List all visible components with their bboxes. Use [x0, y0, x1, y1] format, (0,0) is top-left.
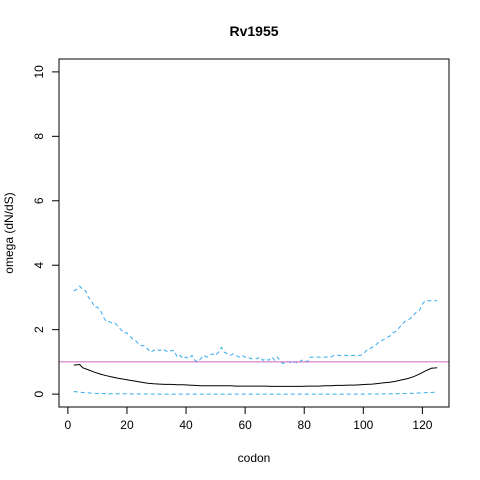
- y-tick-label: 2: [32, 326, 46, 333]
- y-axis-label: omega (dN/dS): [2, 192, 16, 273]
- x-tick-label: 60: [238, 418, 252, 432]
- omega-mean-line: [73, 363, 438, 387]
- x-axis: 0 20 40 60 80 100 120: [65, 407, 433, 432]
- x-tick-label: 40: [179, 418, 193, 432]
- y-tick-label: 10: [32, 65, 46, 79]
- y-tick-label: 6: [32, 197, 46, 204]
- x-tick-label: 100: [353, 418, 373, 432]
- x-axis-label: codon: [238, 451, 271, 465]
- x-tick-label: 0: [65, 418, 72, 432]
- y-tick-label: 0: [32, 390, 46, 397]
- y-tick-label: 8: [32, 133, 46, 140]
- x-tick-label: 120: [412, 418, 432, 432]
- omega-bound-line-1: [73, 285, 438, 365]
- x-tick-label: 20: [120, 418, 134, 432]
- plot-area: [59, 285, 449, 395]
- y-axis: 0 2 4 6 8 10: [32, 65, 59, 397]
- x-tick-label: 80: [298, 418, 312, 432]
- y-tick-label: 4: [32, 262, 46, 269]
- plot-frame: [58, 58, 450, 408]
- omega-bound-line-2: [73, 391, 438, 395]
- chart-title: Rv1955: [229, 23, 278, 39]
